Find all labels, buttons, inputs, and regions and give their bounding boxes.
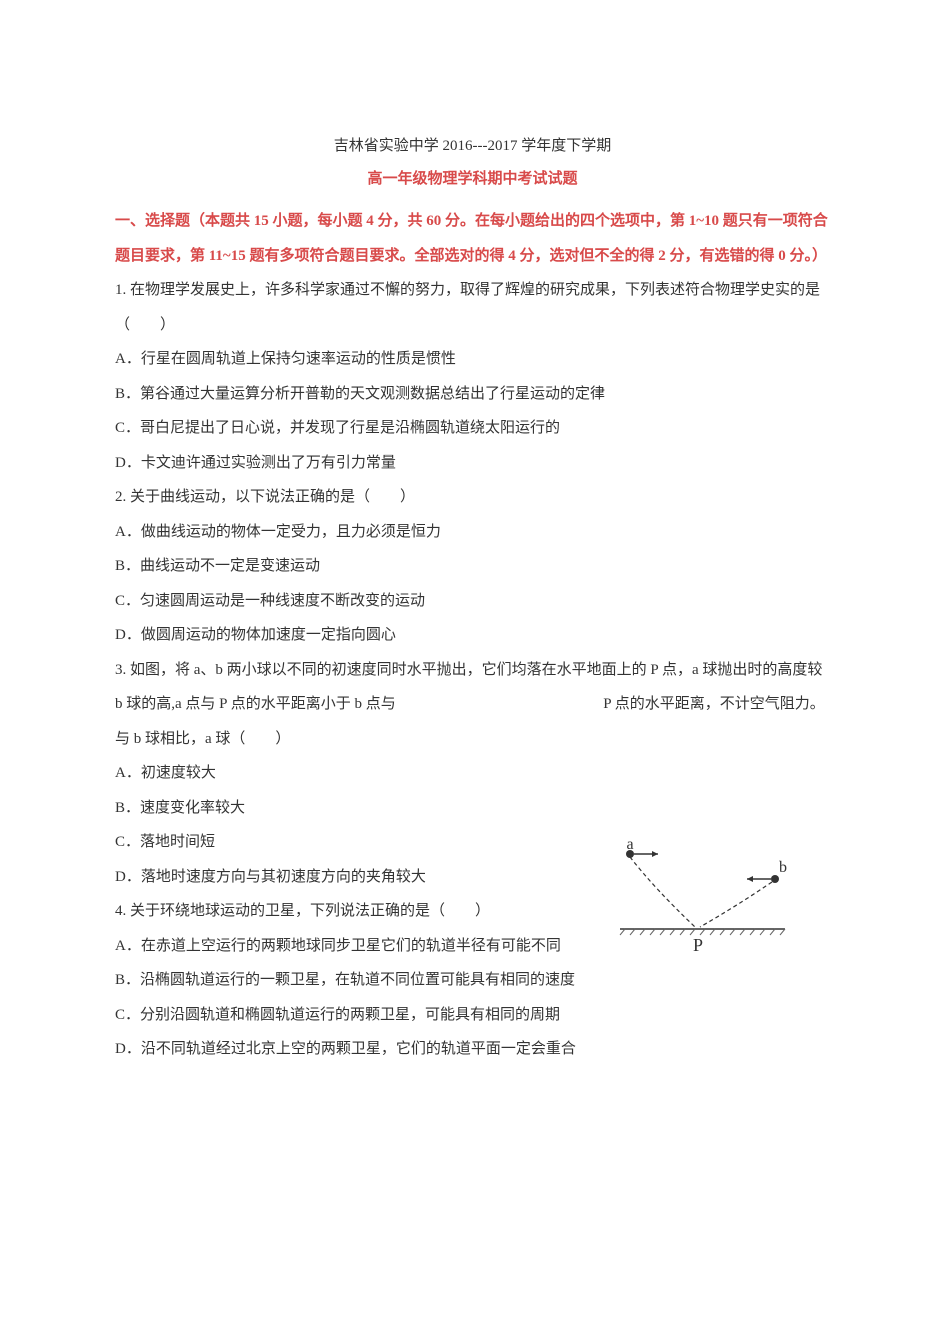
question-3-stem: 3. 如图，将 a、b 两小球以不同的初速度同时水平抛出，它们均落在水平地面上的…	[115, 653, 830, 757]
section-instructions: 一、选择题（本题共 15 小题，每小题 4 分，共 60 分。在每小题给出的四个…	[115, 204, 830, 273]
diagram-arrow-b-head	[747, 876, 753, 882]
header-exam-title: 高一年级物理学科期中考试试题	[115, 163, 830, 196]
header-school-term: 吉林省实验中学 2016---2017 学年度下学期	[115, 130, 830, 163]
question-4-option-c: C．分别沿圆轨道和椭圆轨道运行的两颗卫星，可能具有相同的周期	[115, 998, 830, 1033]
question-2-option-c: C．匀速圆周运动是一种线速度不断改变的运动	[115, 584, 830, 619]
question-3-option-b: B．速度变化率较大	[115, 791, 830, 826]
diagram-arrow-a-head	[652, 851, 658, 857]
question-2-option-d: D．做圆周运动的物体加速度一定指向圆心	[115, 618, 830, 653]
question-3-diagram: a b	[600, 839, 800, 954]
question-1-option-c: C．哥白尼提出了日心说，并发现了行星是沿椭圆轨道绕太阳运行的	[115, 411, 830, 446]
diagram-trajectory-b	[700, 882, 772, 927]
question-2-option-b: B．曲线运动不一定是变速运动	[115, 549, 830, 584]
question-4-option-b: B．沿椭圆轨道运行的一颗卫星，在轨道不同位置可能具有相同的速度	[115, 963, 830, 998]
question-1-option-a: A．行星在圆周轨道上保持匀速率运动的性质是惯性	[115, 342, 830, 377]
diagram-label-b: b	[779, 859, 787, 876]
diagram-point-b	[771, 875, 779, 883]
question-4-option-d: D．沿不同轨道经过北京上空的两颗卫星，它们的轨道平面一定会重合	[115, 1032, 830, 1067]
diagram-trajectory-a	[630, 857, 695, 927]
question-1-stem: 1. 在物理学发展史上，许多科学家通过不懈的努力，取得了辉煌的研究成果，下列表述…	[115, 273, 830, 342]
diagram-label-p: P	[693, 935, 703, 954]
question-1-option-b: B．第谷通过大量运算分析开普勒的天文观测数据总结出了行星运动的定律	[115, 377, 830, 412]
question-3-option-a: A．初速度较大	[115, 756, 830, 791]
content-area: 一、选择题（本题共 15 小题，每小题 4 分，共 60 分。在每小题给出的四个…	[115, 204, 830, 1067]
question-2-stem: 2. 关于曲线运动，以下说法正确的是（ ）	[115, 480, 830, 515]
diagram-label-a: a	[626, 839, 633, 853]
question-1-option-d: D．卡文迪许通过实验测出了万有引力常量	[115, 446, 830, 481]
question-2-option-a: A．做曲线运动的物体一定受力，且力必须是恒力	[115, 515, 830, 550]
